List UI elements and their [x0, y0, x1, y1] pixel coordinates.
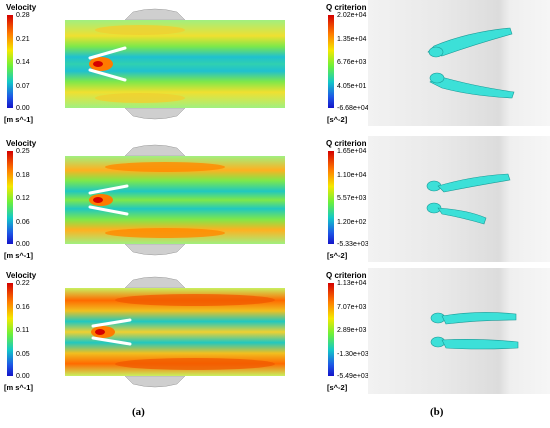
velocity-tick: 0.00 [16, 241, 30, 248]
q-tick: 1.65e+04 [337, 148, 367, 155]
fin-upper [88, 184, 129, 195]
channel-bulge-bottom [124, 375, 186, 388]
velocity-tick: 0.11 [16, 327, 30, 334]
q-tick: 1.20e+02 [337, 219, 367, 226]
velocity-tick: 0.07 [16, 83, 30, 90]
velocity-contour-plot [65, 276, 285, 388]
velocity-tick: 0.22 [16, 280, 30, 287]
channel-bulge-top [124, 8, 186, 21]
q-tick: 2.02e+04 [337, 12, 367, 19]
q-unit: [s^-2] [327, 383, 348, 392]
velocity-colorbar [7, 15, 13, 108]
q-tick: 6.76e+03 [337, 59, 367, 66]
q-colorbar [328, 15, 334, 108]
q-tick: -5.33e+03 [337, 241, 369, 248]
velocity-panel-2: Velocity 0.25 0.18 0.12 0.06 0.00 [m s^-… [0, 136, 300, 264]
q-tick: 4.05e+01 [337, 83, 367, 90]
velocity-band [95, 25, 185, 35]
q-tick: 1.13e+04 [337, 280, 367, 287]
q-tick: 1.10e+04 [337, 172, 367, 179]
fin-lower [88, 68, 127, 82]
channel-bulge-top [124, 276, 186, 289]
velocity-tick: 0.18 [16, 172, 30, 179]
velocity-tick: 0.16 [16, 304, 30, 311]
velocity-colorbar-title: Velocity [6, 271, 37, 280]
velocity-contour-plot [65, 8, 285, 120]
velocity-tick: 0.05 [16, 351, 30, 358]
channel-bulge-top [124, 144, 186, 157]
vortex-ring-upper [428, 46, 444, 58]
q-tick: 2.89e+03 [337, 327, 367, 334]
vortex-structure-upper [427, 27, 513, 57]
peak-velocity-spot [93, 61, 103, 67]
vortex-structure-lower [429, 75, 515, 99]
peak-velocity-spot [93, 197, 103, 203]
q-colorbar-title: Q criterion [326, 3, 367, 12]
velocity-band [105, 162, 225, 172]
q-colorbar-title: Q criterion [326, 271, 367, 280]
vortex-structure-upper [441, 312, 517, 325]
velocity-tick: 0.14 [16, 59, 30, 66]
row-1: Velocity 0.28 0.21 0.14 0.07 0.00 [m s^-… [0, 0, 550, 128]
row-3: Velocity 0.22 0.16 0.11 0.05 0.00 [m s^-… [0, 268, 550, 396]
q-tick: -6.68e+04 [337, 105, 369, 112]
velocity-tick: 0.00 [16, 105, 30, 112]
channel-bulge-bottom [124, 107, 186, 120]
velocity-tick: 0.25 [16, 148, 30, 155]
velocity-tick: 0.28 [16, 12, 30, 19]
velocity-unit: [m s^-1] [4, 251, 33, 260]
vortex-ring-lower [429, 72, 445, 84]
q-criterion-panel-1: Q criterion 2.02e+04 1.35e+04 6.76e+03 4… [320, 0, 550, 128]
velocity-colorbar [7, 283, 13, 376]
velocity-panel-3: Velocity 0.22 0.16 0.11 0.05 0.00 [m s^-… [0, 268, 300, 396]
q-tick: -5.49e+03 [337, 373, 369, 380]
q-unit: [s^-2] [327, 251, 348, 260]
q-tick: -1.30e+03 [337, 351, 369, 358]
velocity-band [115, 358, 275, 370]
velocity-contour-plot [65, 144, 285, 256]
row-2: Velocity 0.25 0.18 0.12 0.06 0.00 [m s^-… [0, 136, 550, 264]
fin-lower [91, 336, 132, 346]
velocity-tick: 0.12 [16, 195, 30, 202]
q-colorbar [328, 151, 334, 244]
velocity-unit: [m s^-1] [4, 383, 33, 392]
fin-upper [88, 46, 127, 60]
peak-velocity-spot [95, 329, 105, 335]
velocity-panel-1: Velocity 0.28 0.21 0.14 0.07 0.00 [m s^-… [0, 0, 300, 128]
velocity-tick: 0.06 [16, 219, 30, 226]
vortex-isosurface-view [368, 0, 550, 126]
velocity-tick: 0.21 [16, 36, 30, 43]
panel-label-a: (a) [132, 406, 145, 418]
panel-label-b: (b) [430, 406, 444, 418]
q-colorbar [328, 283, 334, 376]
velocity-unit: [m s^-1] [4, 115, 33, 124]
q-criterion-panel-2: Q criterion 1.65e+04 1.10e+04 5.57e+03 1… [320, 136, 550, 264]
fin-lower [88, 205, 129, 216]
velocity-colorbar [7, 151, 13, 244]
vortex-structure-upper [437, 173, 511, 193]
vortex-isosurface-view [368, 136, 550, 262]
vortex-structure-lower [441, 339, 519, 350]
q-tick: 5.57e+03 [337, 195, 367, 202]
velocity-tick: 0.00 [16, 373, 30, 380]
vortex-structure-lower [437, 207, 487, 225]
q-tick: 1.35e+04 [337, 36, 367, 43]
channel-bulge-bottom [124, 243, 186, 256]
vortex-isosurface-view [368, 268, 550, 394]
fin-upper [91, 318, 132, 328]
velocity-band [95, 93, 185, 103]
velocity-band [115, 294, 275, 306]
q-colorbar-title: Q criterion [326, 139, 367, 148]
velocity-band [105, 228, 225, 238]
q-unit: [s^-2] [327, 115, 348, 124]
q-tick: 7.07e+03 [337, 304, 367, 311]
q-criterion-panel-3: Q criterion 1.13e+04 7.07e+03 2.89e+03 -… [320, 268, 550, 396]
velocity-colorbar-title: Velocity [6, 139, 37, 148]
velocity-colorbar-title: Velocity [6, 3, 37, 12]
